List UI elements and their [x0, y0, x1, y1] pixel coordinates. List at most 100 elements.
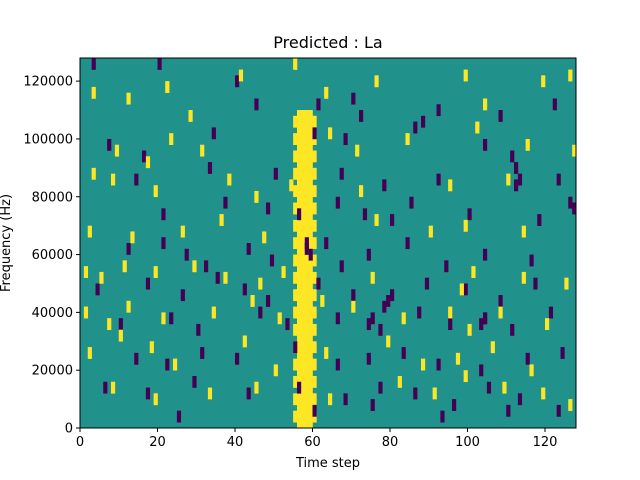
heatmap-cell-low: [479, 323, 484, 331]
heatmap-cell-high: [297, 364, 302, 371]
heatmap-cell-high: [308, 347, 313, 354]
heatmap-cell-high: [471, 266, 476, 273]
heatmap-cell-high: [83, 312, 89, 319]
heatmap-cell-high: [300, 283, 306, 290]
heatmap-cell-high: [320, 300, 325, 307]
heatmap-cell-high: [300, 295, 306, 302]
heatmap-cell-high: [308, 115, 313, 122]
heatmap-cell-low: [335, 202, 340, 209]
heatmap-cell-high: [297, 404, 302, 411]
heatmap-cell-high: [304, 387, 309, 394]
heatmap-cell-low: [483, 248, 488, 255]
heatmap-cell-high: [541, 81, 546, 88]
heatmap-cell-high: [300, 133, 306, 140]
heatmap-cell-low: [514, 185, 519, 192]
heatmap-cell-low: [196, 329, 201, 336]
heatmap-cell-low: [176, 410, 182, 417]
heatmap-cell-high: [304, 335, 309, 342]
heatmap-cell-high: [312, 167, 317, 174]
heatmap-cell-high: [300, 335, 306, 342]
heatmap-cell-high: [320, 295, 325, 302]
heatmap-cell-high: [463, 219, 468, 226]
heatmap-cell-low: [312, 410, 317, 417]
heatmap-cell-high: [300, 185, 306, 192]
heatmap-cell-low: [223, 202, 228, 209]
heatmap-cell-low: [366, 318, 371, 325]
heatmap-cell-high: [308, 358, 313, 365]
heatmap-cell-high: [300, 358, 306, 365]
heatmap-cell-low: [103, 381, 108, 388]
heatmap-cell-high: [293, 364, 298, 371]
heatmap-cell-low: [436, 110, 441, 117]
heatmap-cell-high: [250, 295, 255, 302]
heatmap-cell-high: [304, 295, 309, 302]
heatmap-cell-high: [297, 358, 302, 365]
heatmap-cell-low: [351, 98, 356, 105]
heatmap-cell-high: [300, 121, 306, 128]
heatmap-cell-high: [312, 173, 317, 180]
heatmap-cell-low: [335, 358, 340, 365]
heatmap-cell-low: [401, 352, 406, 359]
heatmap-cell-high: [397, 375, 402, 383]
heatmap-cell-low: [529, 260, 534, 267]
heatmap-cell-low: [145, 283, 151, 290]
heatmap-cell-low: [486, 381, 492, 388]
heatmap-cell-low: [297, 208, 302, 215]
heatmap-cell-high: [312, 358, 317, 365]
heatmap-cell-high: [219, 214, 224, 221]
heatmap-cell-high: [91, 173, 96, 180]
x-tick-label: 60: [304, 435, 321, 450]
heatmap-cell-low: [285, 323, 290, 331]
heatmap-cell-high: [312, 416, 317, 423]
heatmap-cell-low: [266, 208, 271, 215]
heatmap-cell-high: [386, 341, 391, 348]
heatmap-cell-high: [328, 127, 333, 134]
heatmap-cell-high: [297, 260, 302, 267]
y-axis-label: Frequency (Hz): [0, 194, 14, 292]
heatmap-cell-low: [498, 300, 503, 307]
heatmap-cell-high: [293, 173, 298, 180]
heatmap-cell-low: [223, 196, 228, 203]
heatmap-cell-high: [207, 387, 213, 394]
heatmap-cell-high: [448, 185, 453, 192]
heatmap-cell-high: [304, 138, 309, 146]
heatmap-cell-high: [300, 248, 306, 255]
heatmap-cell-high: [312, 156, 317, 163]
heatmap-cell-high: [153, 266, 158, 273]
heatmap-cell-high: [359, 185, 364, 192]
heatmap-cell-high: [324, 86, 329, 93]
heatmap-cell-high: [293, 295, 298, 302]
heatmap-cell-high: [304, 225, 309, 232]
heatmap-cell-high: [289, 179, 294, 186]
heatmap-cell-low: [382, 306, 387, 313]
heatmap-cell-low: [370, 404, 375, 411]
heatmap-cell-high: [297, 185, 302, 192]
heatmap-cell-high: [312, 115, 317, 122]
heatmap-cell-high: [118, 335, 123, 342]
heatmap-cell-high: [254, 381, 259, 388]
heatmap-cell-high: [308, 167, 313, 174]
heatmap-cell-high: [111, 387, 116, 394]
x-tick-label: 100: [455, 435, 480, 450]
y-tick-label: 0: [65, 422, 73, 437]
heatmap-cell-high: [308, 306, 313, 313]
heatmap-cell-high: [300, 341, 306, 348]
heatmap-cell-low: [413, 387, 418, 394]
heatmap-cell-low: [161, 214, 166, 221]
heatmap-cell-high: [312, 393, 317, 400]
heatmap-cell-low: [297, 387, 302, 394]
heatmap-cell-high: [130, 231, 135, 238]
heatmap-cell-high: [297, 156, 302, 163]
heatmap-cell-high: [165, 81, 170, 88]
heatmap-cell-low: [405, 243, 410, 250]
heatmap-cell-high: [300, 243, 306, 250]
heatmap-cell-high: [300, 138, 306, 146]
heatmap-cell-low: [316, 283, 321, 290]
heatmap-cell-high: [200, 150, 205, 157]
heatmap-cell-high: [300, 237, 306, 244]
heatmap-cell-low: [359, 110, 364, 117]
heatmap-cell-low: [324, 243, 329, 250]
heatmap-cell-high: [273, 364, 278, 371]
heatmap-cell-high: [308, 243, 313, 250]
